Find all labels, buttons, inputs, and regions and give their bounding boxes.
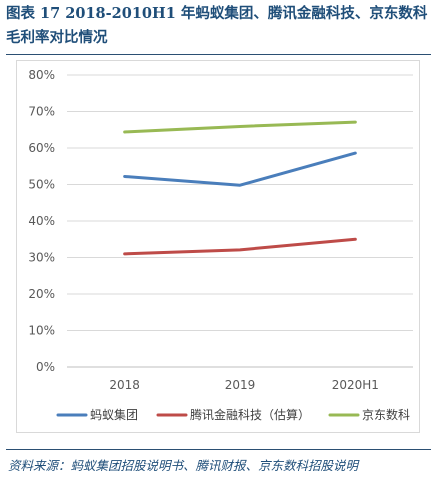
y-tick-label: 50% [28, 178, 55, 192]
series-lines [123, 120, 357, 256]
y-axis-ticks: 0% 10% 20% 30% 40% 50% 60% 70% 80% [28, 68, 55, 374]
y-tick-label: 70% [28, 105, 55, 119]
y-tick-label: 20% [28, 287, 55, 301]
source-note: 资料来源：蚂蚁集团招股说明书、腾讯财报、京东数科招股说明 [8, 458, 359, 473]
y-tick-label: 40% [28, 214, 55, 228]
x-axis-ticks: 2018 2019 2020H1 [109, 378, 379, 392]
legend-label: 蚂蚁集团 [90, 407, 138, 422]
source-rule [6, 449, 431, 450]
series-line [123, 151, 357, 187]
y-tick-label: 60% [28, 141, 55, 155]
y-tick-label: 80% [28, 68, 55, 82]
legend-label: 腾讯金融科技（估算） [190, 407, 310, 422]
legend-label: 京东数科 [362, 407, 410, 422]
x-tick-label: 2018 [109, 378, 140, 392]
y-tick-label: 30% [28, 251, 55, 265]
figure-title: 图表 17 2018-2010H1 年蚂蚁集团、腾讯金融科技、京东数科毛利率对比… [6, 5, 428, 46]
series-line [123, 237, 357, 256]
legend: 蚂蚁集团 腾讯金融科技（估算） 京东数科 [56, 407, 410, 422]
chart-frame [16, 60, 420, 433]
title-rule [6, 54, 431, 55]
series-line [123, 120, 357, 134]
gridlines [67, 74, 413, 368]
y-tick-label: 0% [36, 360, 55, 374]
x-tick-label: 2020H1 [332, 378, 379, 392]
x-tick-label: 2019 [225, 378, 256, 392]
y-tick-label: 10% [28, 324, 55, 338]
